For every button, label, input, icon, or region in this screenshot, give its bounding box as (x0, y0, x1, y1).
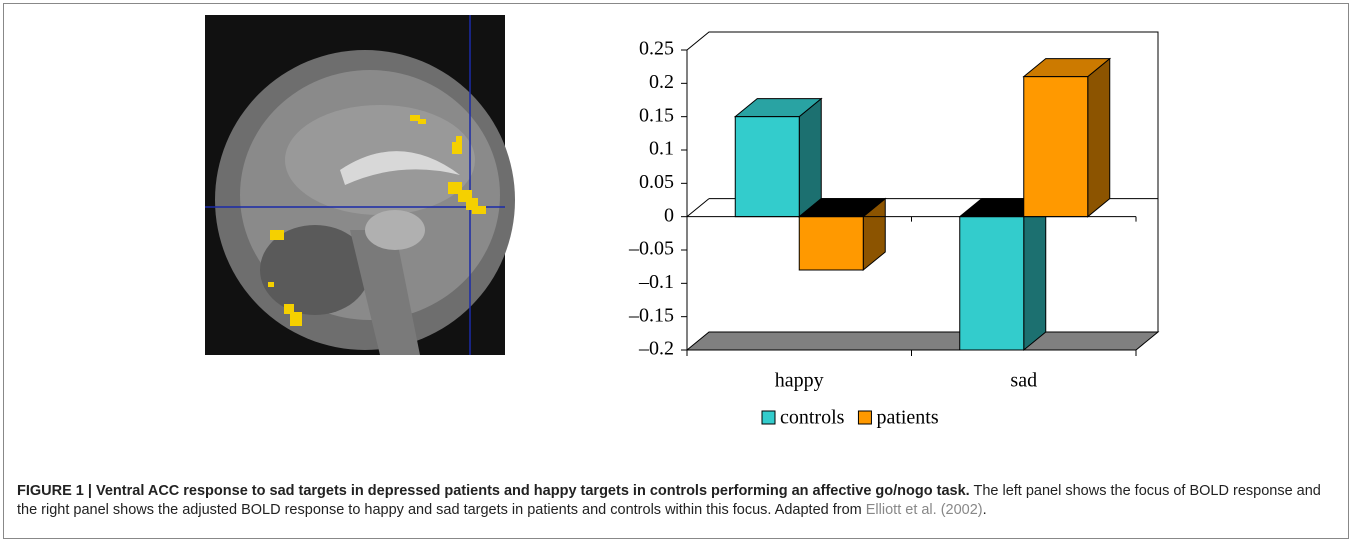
page: –0.2 –0.15 –0.1 –0.05 0 0.05 0.1 0.15 0.2 0.25 hap… (0, 0, 1355, 544)
brain-image (205, 15, 515, 355)
bar-side (1024, 199, 1046, 350)
y-tick-label: –0.15 (628, 304, 674, 326)
caption: FIGURE 1 | Ventral ACC response to sad t… (17, 482, 1337, 520)
y-tick-label: 0 (664, 204, 674, 226)
legend-label: controls (780, 407, 845, 429)
y-tick-label: 0.15 (639, 104, 674, 126)
y-tick-label: 0.2 (649, 71, 674, 93)
floor (687, 332, 1158, 350)
x-tick-label: happy (775, 370, 824, 392)
bar (735, 117, 799, 217)
y-tick-label: 0.1 (649, 138, 674, 160)
caption-end: . (983, 502, 987, 518)
y-tick-label: 0.05 (639, 171, 674, 193)
y-tick-label: –0.05 (628, 238, 674, 260)
y-tick-label: –0.2 (638, 338, 674, 360)
bar (799, 217, 863, 270)
figure: –0.2 –0.15 –0.1 –0.05 0 0.05 0.1 0.15 0.2 0.25 hap… (0, 0, 1355, 480)
citation-link[interactable]: Elliott et al. (2002) (866, 502, 983, 518)
caption-label: FIGURE 1 | (17, 483, 92, 499)
y-tick-label: –0.1 (638, 271, 674, 293)
bar (960, 217, 1024, 350)
legend-label: patients (876, 407, 938, 429)
x-tick-label: sad (1010, 370, 1037, 392)
bar-side (799, 99, 821, 217)
caption-title: Ventral ACC response to sad targets in d… (96, 483, 970, 499)
legend-swatch (858, 411, 871, 424)
y-tick-label: 0.25 (639, 38, 674, 60)
bar-side (1088, 59, 1110, 217)
bar (1024, 77, 1088, 217)
legend-swatch (762, 411, 775, 424)
zero-side-line (687, 199, 709, 217)
